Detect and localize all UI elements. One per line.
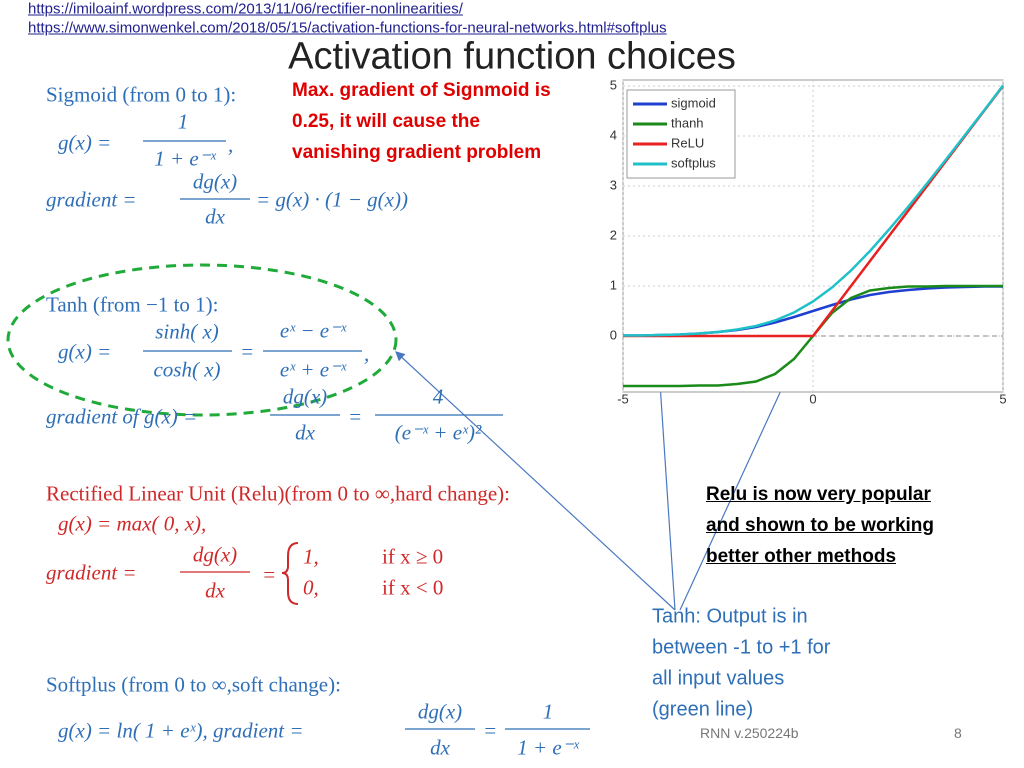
x-tick-label: 5 (999, 391, 1006, 406)
text: gradient = (46, 187, 137, 212)
text: Relu is now very popular (706, 484, 931, 505)
text: 0.25, it will cause the (292, 111, 480, 132)
text: eˣ + e⁻ˣ (279, 357, 347, 382)
y-tick-label: 4 (610, 127, 617, 142)
text: between -1 to +1 for (652, 636, 831, 659)
text: 1 (542, 699, 554, 724)
text: RNN v.250224b (700, 725, 799, 741)
text: = (262, 562, 277, 587)
text: dx (430, 735, 450, 760)
arrow (395, 351, 676, 611)
text: gradient of g(x) = (46, 404, 198, 429)
legend-label: sigmoid (671, 95, 716, 110)
text: = (483, 718, 498, 743)
y-tick-label: 1 (610, 277, 617, 292)
legend-label: softplus (671, 155, 716, 170)
text: g(x) = (58, 339, 112, 364)
text: Tanh (from −1 to 1): (46, 292, 219, 317)
text: g(x) = (58, 130, 112, 155)
text: https://imiloainf.wordpress.com/2013/11/… (28, 0, 463, 18)
arrow (679, 358, 796, 611)
text: vanishing gradient problem (292, 142, 542, 163)
text: https://www.simonwenkel.com/2018/05/15/a… (28, 19, 667, 37)
brace (281, 542, 299, 605)
text: 1 (177, 109, 189, 134)
text: 4 (432, 384, 444, 409)
x-tick-label: -5 (617, 391, 629, 406)
text: 1 + e⁻ˣ (517, 735, 579, 760)
line-series (623, 84, 1004, 337)
text: , (228, 132, 234, 157)
text: dx (205, 204, 225, 229)
text: = g(x) · (1 − g(x)) (256, 187, 408, 212)
highlight-ellipse (6, 263, 398, 417)
text: eˣ − e⁻ˣ (279, 318, 347, 343)
text: (e⁻ˣ + eˣ)² (394, 420, 482, 445)
text: Softplus (from 0 to ∞,soft change): (46, 672, 341, 697)
text: dg(x) (192, 542, 238, 567)
legend-label: thanh (671, 115, 704, 130)
text: Tanh: Output is in (652, 605, 808, 628)
text: dx (205, 578, 225, 603)
text: = (240, 339, 255, 364)
text: , (364, 341, 370, 366)
text: and shown to be working (706, 515, 934, 536)
text: dx (295, 420, 315, 445)
text: (green line) (652, 698, 754, 721)
text: cosh( x) (153, 357, 221, 382)
text: Rectified Linear Unit (Relu)(from 0 to ∞… (46, 481, 510, 506)
y-tick-label: 2 (610, 227, 617, 242)
text: Sigmoid (from 0 to 1): (46, 82, 237, 107)
text: if x < 0 (382, 575, 444, 600)
text: 8 (954, 725, 962, 741)
text: all input values (652, 667, 785, 690)
text: = (348, 404, 363, 429)
y-tick-label: 3 (610, 177, 617, 192)
legend-label: ReLU (671, 135, 704, 150)
text: g(x) = max( 0, x), (58, 511, 207, 536)
text: sinh( x) (155, 319, 219, 344)
y-tick-label: 5 (610, 77, 617, 92)
text: if x ≥ 0 (382, 544, 444, 569)
text: dg(x) (417, 699, 463, 724)
text: 0, (303, 575, 319, 600)
text: Activation function choices (288, 35, 736, 78)
text: g(x) = ln( 1 + eˣ), gradient = (58, 718, 304, 743)
text: dg(x) (282, 384, 328, 409)
text: gradient = (46, 560, 137, 585)
text: 1 + e⁻ˣ (154, 146, 216, 171)
x-tick-label: 0 (809, 391, 816, 406)
text: 1, (303, 544, 319, 569)
y-tick-label: 0 (610, 327, 617, 342)
text: better other methods (706, 546, 897, 567)
text: dg(x) (192, 169, 238, 194)
text: Max. gradient of Signmoid is (292, 80, 551, 101)
